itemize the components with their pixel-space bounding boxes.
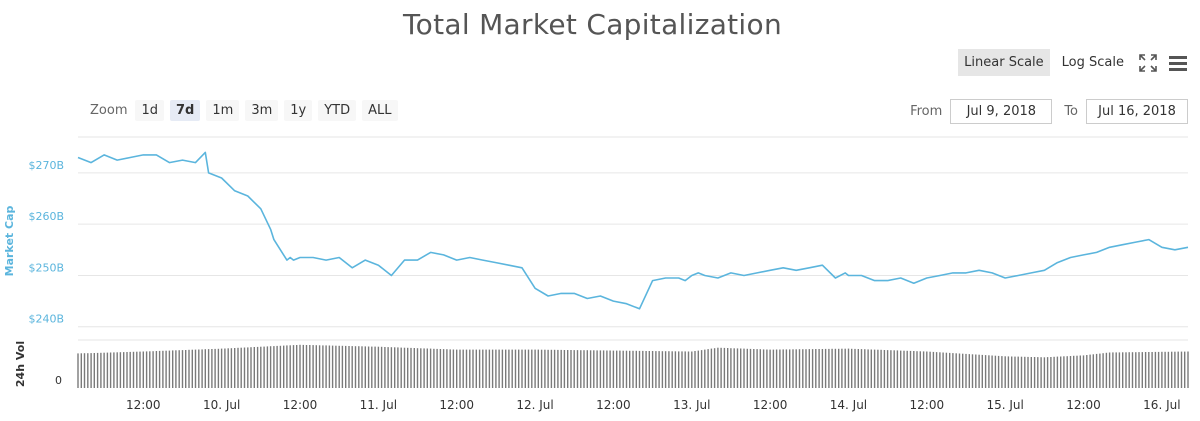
x-tick-label: 12:00 xyxy=(126,398,161,412)
x-tick-label: 12:00 xyxy=(283,398,318,412)
zoom-1d-button[interactable]: 1d xyxy=(135,100,165,121)
zoom-ytd-button[interactable]: YTD xyxy=(318,100,357,121)
menu-icon[interactable] xyxy=(1166,51,1190,75)
fullscreen-icon[interactable] xyxy=(1136,51,1160,75)
zoom-1m-button[interactable]: 1m xyxy=(206,100,240,121)
zoom-1y-button[interactable]: 1y xyxy=(284,100,313,121)
log-scale-button[interactable]: Log Scale xyxy=(1061,55,1124,70)
y-tick-label: $270B xyxy=(28,159,64,172)
hamburger-icon xyxy=(1169,55,1187,71)
scale-toolbar: Linear Scale Log Scale xyxy=(958,49,1190,76)
chart-title: Total Market Capitalization xyxy=(403,8,782,41)
x-tick-label: 12:00 xyxy=(1066,398,1101,412)
y-tick-label: $240B xyxy=(28,313,64,326)
from-date-input[interactable]: Jul 9, 2018 xyxy=(950,99,1053,124)
linear-scale-button[interactable]: Linear Scale xyxy=(958,49,1050,76)
to-date-input[interactable]: Jul 16, 2018 xyxy=(1086,99,1188,124)
x-tick-label: 16. Jul xyxy=(1143,398,1180,412)
zoom-all-button[interactable]: ALL xyxy=(362,100,398,121)
from-label: From xyxy=(910,104,943,119)
y-tick-label: $260B xyxy=(28,210,64,223)
y-axis-title: Market Cap xyxy=(3,206,16,277)
x-tick-label: 14. Jul xyxy=(830,398,867,412)
zoom-label: Zoom xyxy=(90,103,128,118)
zoom-3m-button[interactable]: 3m xyxy=(245,100,279,121)
x-tick-label: 13. Jul xyxy=(673,398,710,412)
zoom-7d-button[interactable]: 7d xyxy=(170,100,201,121)
x-tick-label: 11. Jul xyxy=(360,398,397,412)
volume-zero-label: 0 xyxy=(55,374,62,387)
x-tick-label: 12:00 xyxy=(753,398,788,412)
x-tick-label: 15. Jul xyxy=(986,398,1023,412)
y-tick-label: $250B xyxy=(28,261,64,274)
x-tick-label: 12:00 xyxy=(910,398,945,412)
x-tick-label: 12. Jul xyxy=(516,398,553,412)
volume-axis-title: 24h Vol xyxy=(14,341,27,387)
x-tick-label: 10. Jul xyxy=(203,398,240,412)
zoom-selector: Zoom 1d 7d 1m 3m 1y YTD ALL xyxy=(90,100,404,121)
x-tick-label: 12:00 xyxy=(596,398,631,412)
fullscreen-icon-glyph xyxy=(1139,53,1157,72)
x-tick-label: 12:00 xyxy=(439,398,474,412)
date-range: From Jul 9, 2018 To Jul 16, 2018 xyxy=(910,99,1188,124)
to-label: To xyxy=(1064,104,1078,119)
market-cap-line xyxy=(77,151,1189,310)
